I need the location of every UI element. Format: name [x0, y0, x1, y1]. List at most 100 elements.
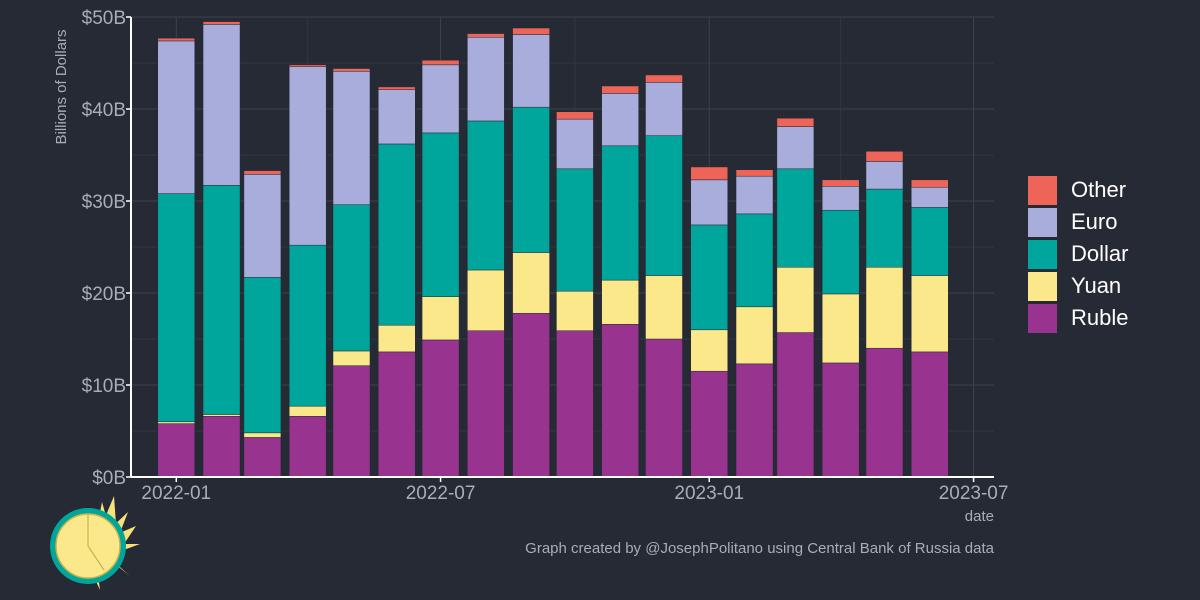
bar-dollar-2022-12	[645, 135, 683, 276]
legend-swatch-dollar	[1028, 239, 1057, 269]
legend-swatch-other	[1028, 175, 1057, 205]
bar-euro-2023-01	[690, 179, 729, 226]
bar-ruble-2022-07	[421, 339, 460, 478]
y-tick-label: $50B	[82, 8, 126, 29]
source-caption: Graph created by @JosephPolitano using C…	[525, 540, 994, 557]
bar-euro-2023-06	[910, 186, 949, 208]
bar-dollar-2022-06	[378, 143, 416, 326]
y-tick-label: $30B	[82, 192, 126, 213]
bar-ruble-2022-01	[157, 423, 196, 478]
bar-ruble-2023-01	[690, 370, 729, 478]
bar-other-2023-06	[910, 179, 949, 188]
bar-other-2022-05	[332, 68, 371, 72]
bar-other-2022-01	[157, 37, 196, 42]
bar-yuan-2022-08	[467, 269, 505, 331]
bar-ruble-2023-06	[910, 351, 949, 478]
bar-euro-2022-10	[556, 118, 594, 170]
sun-hand	[87, 514, 105, 571]
bar-yuan-2022-10	[556, 290, 594, 331]
bar-euro-2023-03	[776, 126, 815, 170]
bar-yuan-2022-06	[378, 324, 416, 353]
legend-label-yuan: Yuan	[1071, 273, 1122, 298]
bar-ruble-2022-04	[288, 416, 327, 478]
bar-dollar-2023-05	[865, 188, 904, 268]
sun-logo-icon	[50, 496, 140, 590]
x-tick-label: 2023-07	[939, 483, 1009, 504]
bar-ruble-2022-03	[243, 437, 282, 478]
legend-label-euro: Euro	[1071, 209, 1118, 234]
y-tick-label: $10B	[82, 376, 126, 397]
legend-label-ruble: Ruble	[1071, 305, 1129, 330]
y-axis-title: Billions of Dollars	[53, 29, 70, 144]
bar-yuan-2022-05	[332, 350, 371, 366]
bar-other-2022-07	[421, 59, 460, 66]
bar-ruble-2022-09	[512, 312, 550, 478]
bar-yuan-2022-03	[243, 432, 282, 438]
bar-other-2022-03	[243, 170, 282, 175]
x-tick-label: 2023-01	[674, 483, 744, 504]
bar-ruble-2022-08	[467, 330, 505, 478]
bar-other-2022-10	[556, 111, 594, 120]
bar-other-2023-01	[690, 166, 729, 181]
bar-dollar-2022-11	[601, 145, 639, 281]
bar-euro-2022-04	[288, 66, 327, 246]
bar-other-2022-09	[512, 27, 550, 35]
legend-item-euro: Euro	[1028, 206, 1128, 238]
bar-yuan-2023-01	[690, 329, 729, 372]
y-tick-label: $0B	[92, 468, 126, 489]
bar-dollar-2023-01	[690, 224, 729, 331]
bar-other-2022-08	[467, 33, 505, 38]
x-tick-label: 2022-07	[406, 483, 476, 504]
bar-ruble-2023-03	[776, 332, 815, 478]
bar-euro-2023-04	[821, 186, 860, 211]
bar-ruble-2022-11	[601, 324, 639, 478]
bar-yuan-2023-06	[910, 275, 949, 353]
bar-yuan-2023-04	[821, 293, 860, 364]
bar-ruble-2022-10	[556, 330, 594, 478]
bar-dollar-2022-05	[332, 204, 371, 352]
bar-yuan-2022-01	[157, 421, 196, 424]
bar-other-2023-03	[776, 117, 815, 127]
bar-yuan-2022-07	[421, 296, 460, 341]
bar-dollar-2022-04	[288, 244, 327, 407]
bar-euro-2022-11	[601, 93, 639, 147]
x-tick-label: 2022-01	[141, 483, 211, 504]
legend-swatch-euro	[1028, 207, 1057, 237]
bar-ruble-2023-05	[865, 347, 904, 478]
bar-dollar-2022-09	[512, 106, 550, 253]
bar-dollar-2023-02	[735, 213, 774, 308]
bar-other-2022-11	[601, 85, 639, 94]
bar-yuan-2023-05	[865, 266, 904, 349]
bar-other-2023-05	[865, 151, 904, 162]
bar-yuan-2023-02	[735, 306, 774, 365]
bar-euro-2023-05	[865, 161, 904, 190]
bar-yuan-2022-11	[601, 279, 639, 325]
bar-euro-2023-02	[735, 175, 774, 215]
bar-dollar-2022-02	[202, 185, 241, 415]
legend-item-ruble: Ruble	[1028, 302, 1128, 334]
bar-other-2022-12	[645, 74, 683, 83]
bar-ruble-2023-02	[735, 363, 774, 478]
bar-ruble-2022-02	[202, 416, 241, 478]
bar-yuan-2022-12	[645, 275, 683, 340]
bar-yuan-2022-02	[202, 414, 241, 417]
bar-dollar-2022-03	[243, 277, 282, 434]
bar-dollar-2022-10	[556, 168, 594, 292]
bar-dollar-2022-01	[157, 193, 196, 423]
bar-euro-2022-08	[467, 36, 505, 122]
x-axis-title: date	[965, 508, 994, 525]
bar-other-2022-06	[378, 86, 416, 90]
y-tick-label: $20B	[82, 284, 126, 305]
bar-other-2022-04	[288, 64, 327, 67]
bar-euro-2022-12	[645, 82, 683, 136]
bar-yuan-2023-03	[776, 266, 815, 333]
bar-dollar-2023-06	[910, 207, 949, 276]
legend-swatch-ruble	[1028, 303, 1057, 333]
bar-euro-2022-03	[243, 174, 282, 278]
bar-euro-2022-05	[332, 71, 371, 205]
bar-euro-2022-01	[157, 40, 196, 194]
bar-yuan-2022-04	[288, 405, 327, 417]
bar-other-2023-04	[821, 179, 860, 187]
bar-other-2023-02	[735, 169, 774, 177]
bar-dollar-2022-07	[421, 132, 460, 297]
